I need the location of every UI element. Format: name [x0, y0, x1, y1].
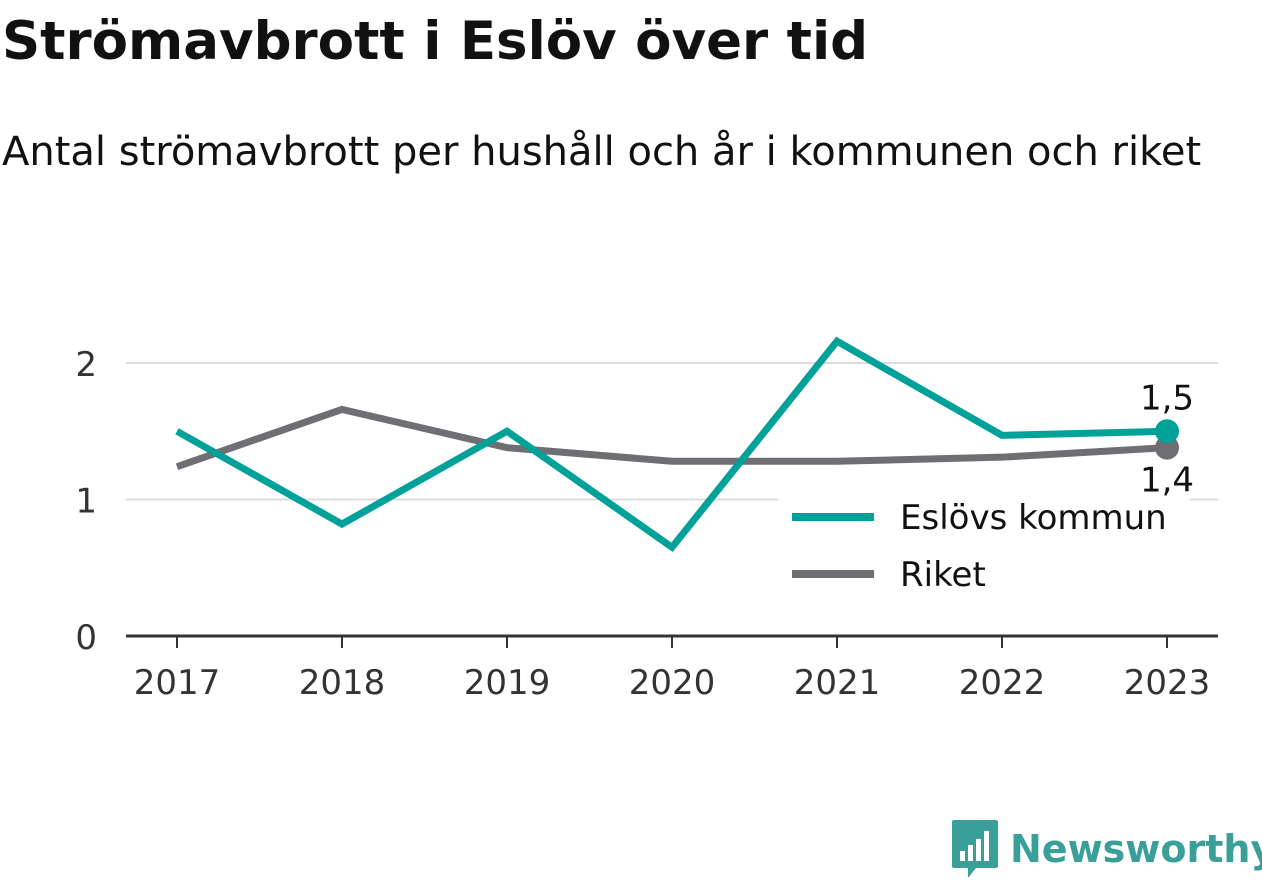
- brand-name: Newsworthy: [1010, 827, 1262, 871]
- axes: 0 1 2 2017 2018 2019 2020 2021 2022 2023: [75, 345, 1218, 703]
- legend-label-1: Riket: [900, 555, 986, 595]
- x-tick-label-2019: 2019: [464, 663, 551, 703]
- y-tick-label-0: 0: [75, 618, 97, 658]
- legend-label-0: Eslövs kommun: [900, 498, 1167, 538]
- series-end-marker-0: [1155, 419, 1179, 444]
- end-label-series-1: 1,4: [1140, 461, 1194, 501]
- y-tick-label-1: 1: [75, 482, 97, 522]
- chart-subtitle: Antal strömavbrott per hushåll och år i …: [2, 129, 1202, 175]
- x-tick-label-2023: 2023: [1124, 663, 1211, 703]
- series-lines: [175, 336, 1179, 553]
- line-chart: 0 1 2 2017 2018 2019 2020 2021 2022 2023 Eslövs k…: [75, 336, 1218, 703]
- end-label-series-0: 1,5: [1140, 378, 1194, 418]
- x-tick-label-2020: 2020: [629, 663, 716, 703]
- x-tick-label-2021: 2021: [794, 663, 881, 703]
- series-line-1: [175, 405, 1168, 471]
- chart-title: Strömavbrott i Eslöv över tid: [2, 11, 869, 72]
- x-tick-label-2022: 2022: [959, 663, 1046, 703]
- end-labels: 1,5 1,4: [1140, 378, 1194, 500]
- x-tick-label-2018: 2018: [299, 663, 386, 703]
- brand-logo: Newsworthy: [950, 818, 1262, 880]
- y-tick-label-2: 2: [75, 345, 97, 385]
- series-line-0: [175, 336, 1168, 553]
- newsworthy-logo-icon: [952, 820, 998, 878]
- x-tick-label-2017: 2017: [134, 663, 221, 703]
- legend: Eslövs kommun Riket: [778, 497, 1190, 612]
